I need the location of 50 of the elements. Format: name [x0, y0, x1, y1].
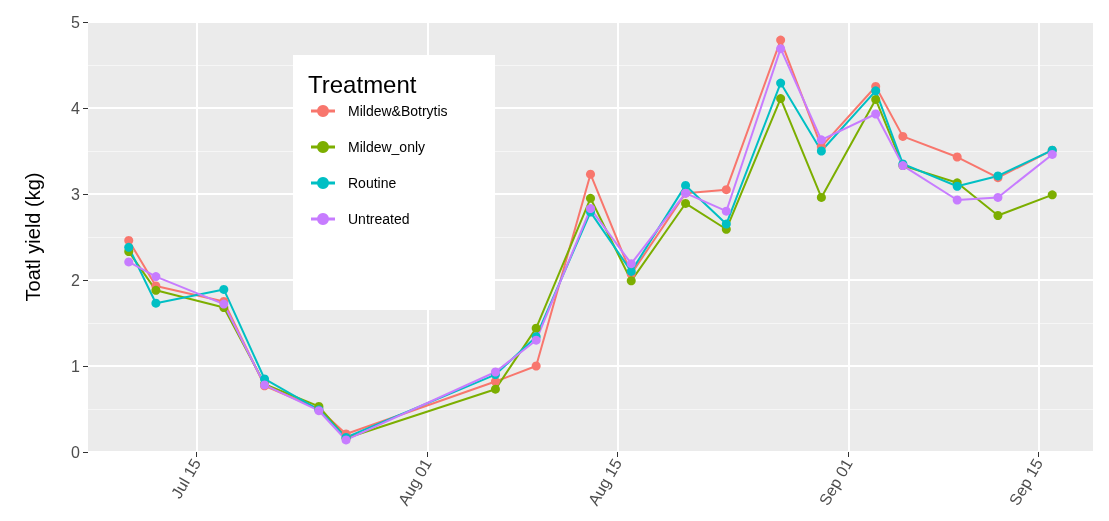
y-tick-label: 5 — [71, 13, 81, 31]
legend-label: Mildew&Botrytis — [348, 103, 448, 119]
point — [124, 257, 134, 267]
point — [721, 185, 731, 195]
point — [219, 284, 229, 294]
point — [776, 94, 786, 104]
point — [531, 361, 541, 371]
point — [626, 259, 636, 269]
y-tick-label: 3 — [71, 185, 81, 203]
point — [1047, 190, 1057, 200]
point — [952, 152, 962, 162]
point — [151, 272, 161, 282]
y-tick-label: 2 — [71, 271, 81, 289]
point — [681, 180, 691, 190]
x-tick-label: Jul 15 — [167, 455, 205, 502]
point — [776, 78, 786, 88]
legend-label: Mildew_only — [348, 139, 426, 155]
point — [151, 298, 161, 308]
point — [816, 192, 826, 202]
y-axis-title: Toatl yield (kg) — [22, 172, 44, 302]
point — [151, 285, 161, 295]
point — [776, 44, 786, 54]
point — [993, 211, 1003, 220]
point — [721, 219, 731, 229]
point — [124, 242, 134, 252]
x-tick-label: Sep 15 — [1005, 455, 1047, 509]
point — [1047, 149, 1057, 159]
y-tick-label: 1 — [71, 357, 81, 375]
point — [490, 384, 500, 394]
x-tick-label: Sep 01 — [815, 455, 856, 509]
point — [871, 94, 881, 104]
y-tick-label: 0 — [71, 443, 81, 461]
point — [531, 323, 541, 333]
legend-label: Untreated — [348, 211, 410, 227]
point — [626, 276, 636, 286]
point — [871, 86, 881, 96]
point — [952, 195, 962, 205]
point — [586, 169, 595, 179]
point — [776, 35, 786, 45]
point — [816, 146, 826, 156]
point — [681, 198, 691, 208]
legend-title: Treatment — [308, 70, 417, 98]
point — [871, 109, 881, 119]
point — [721, 206, 731, 216]
legend-label: Routine — [348, 175, 397, 191]
point — [816, 135, 826, 145]
point — [898, 131, 908, 141]
y-tick-label: 4 — [71, 99, 81, 117]
point — [586, 193, 595, 203]
point — [993, 192, 1003, 202]
